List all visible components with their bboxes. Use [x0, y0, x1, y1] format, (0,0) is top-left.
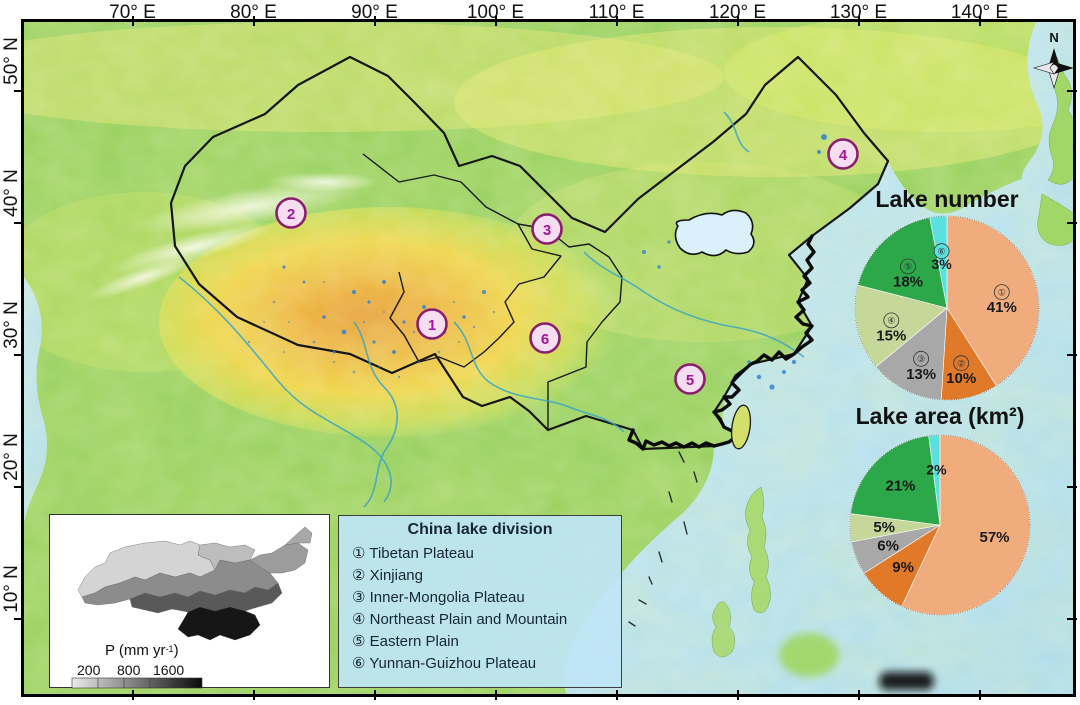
svg-text:2%: 2%: [926, 461, 947, 477]
svg-text:①: ①: [998, 287, 1006, 297]
svg-text:1600: 1600: [153, 662, 184, 678]
svg-text:③: ③: [917, 354, 925, 364]
svg-text:21%: 21%: [885, 478, 915, 495]
svg-text:N: N: [1049, 30, 1058, 45]
svg-text:②: ②: [957, 359, 965, 369]
svg-text:Lake area (km²): Lake area (km²): [856, 403, 1025, 429]
svg-text:⑤: ⑤: [904, 262, 912, 272]
svg-text:15%: 15%: [876, 327, 906, 344]
svg-text:④: ④: [887, 316, 895, 326]
svg-text:10%: 10%: [946, 370, 976, 387]
svg-text:6%: 6%: [877, 538, 899, 555]
svg-text:5: 5: [686, 372, 694, 389]
svg-text:5%: 5%: [873, 519, 895, 536]
svg-text:13%: 13%: [906, 366, 936, 383]
svg-text:6: 6: [541, 331, 549, 348]
svg-text:9%: 9%: [892, 559, 914, 576]
svg-text:3: 3: [543, 222, 551, 239]
svg-text:3%: 3%: [931, 256, 952, 272]
svg-text:P (mm yr-1): P (mm yr-1): [105, 642, 179, 659]
svg-text:41%: 41%: [987, 299, 1017, 316]
svg-text:1: 1: [428, 317, 436, 334]
svg-text:⑥: ⑥: [938, 247, 946, 257]
svg-text:2: 2: [287, 206, 295, 223]
svg-text:57%: 57%: [979, 529, 1009, 546]
svg-text:800: 800: [117, 662, 141, 678]
svg-text:Lake number: Lake number: [875, 186, 1018, 212]
svg-text:200: 200: [77, 662, 101, 678]
svg-text:18%: 18%: [893, 273, 923, 290]
svg-text:4: 4: [839, 147, 848, 164]
